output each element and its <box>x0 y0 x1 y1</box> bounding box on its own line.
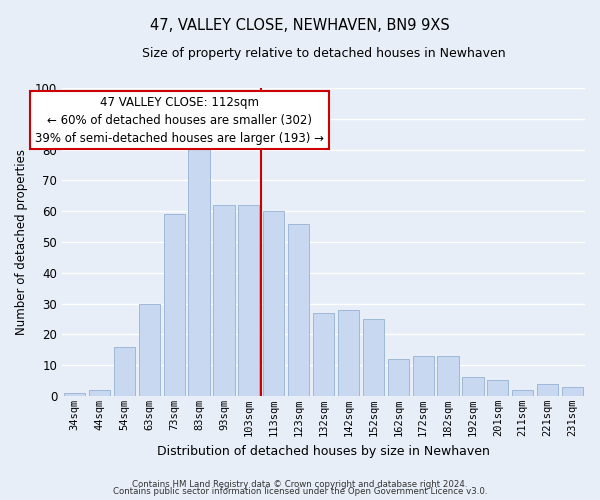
Bar <box>188 146 209 396</box>
Bar <box>463 378 484 396</box>
Bar <box>214 205 235 396</box>
Bar <box>487 380 508 396</box>
Bar <box>537 384 558 396</box>
Bar <box>437 356 458 396</box>
Y-axis label: Number of detached properties: Number of detached properties <box>15 149 28 335</box>
Bar <box>338 310 359 396</box>
Bar <box>313 313 334 396</box>
Bar <box>114 346 135 396</box>
Text: 47, VALLEY CLOSE, NEWHAVEN, BN9 9XS: 47, VALLEY CLOSE, NEWHAVEN, BN9 9XS <box>150 18 450 32</box>
Bar <box>388 359 409 396</box>
Bar <box>413 356 434 396</box>
Bar <box>89 390 110 396</box>
Bar <box>263 211 284 396</box>
Bar <box>64 393 85 396</box>
Title: Size of property relative to detached houses in Newhaven: Size of property relative to detached ho… <box>142 48 505 60</box>
Text: Contains public sector information licensed under the Open Government Licence v3: Contains public sector information licen… <box>113 487 487 496</box>
Text: 47 VALLEY CLOSE: 112sqm
← 60% of detached houses are smaller (302)
39% of semi-d: 47 VALLEY CLOSE: 112sqm ← 60% of detache… <box>35 96 324 145</box>
Bar <box>512 390 533 396</box>
Text: Contains HM Land Registry data © Crown copyright and database right 2024.: Contains HM Land Registry data © Crown c… <box>132 480 468 489</box>
Bar <box>288 224 309 396</box>
X-axis label: Distribution of detached houses by size in Newhaven: Distribution of detached houses by size … <box>157 444 490 458</box>
Bar <box>562 386 583 396</box>
Bar <box>238 205 259 396</box>
Bar <box>164 214 185 396</box>
Bar <box>363 319 384 396</box>
Bar <box>139 304 160 396</box>
